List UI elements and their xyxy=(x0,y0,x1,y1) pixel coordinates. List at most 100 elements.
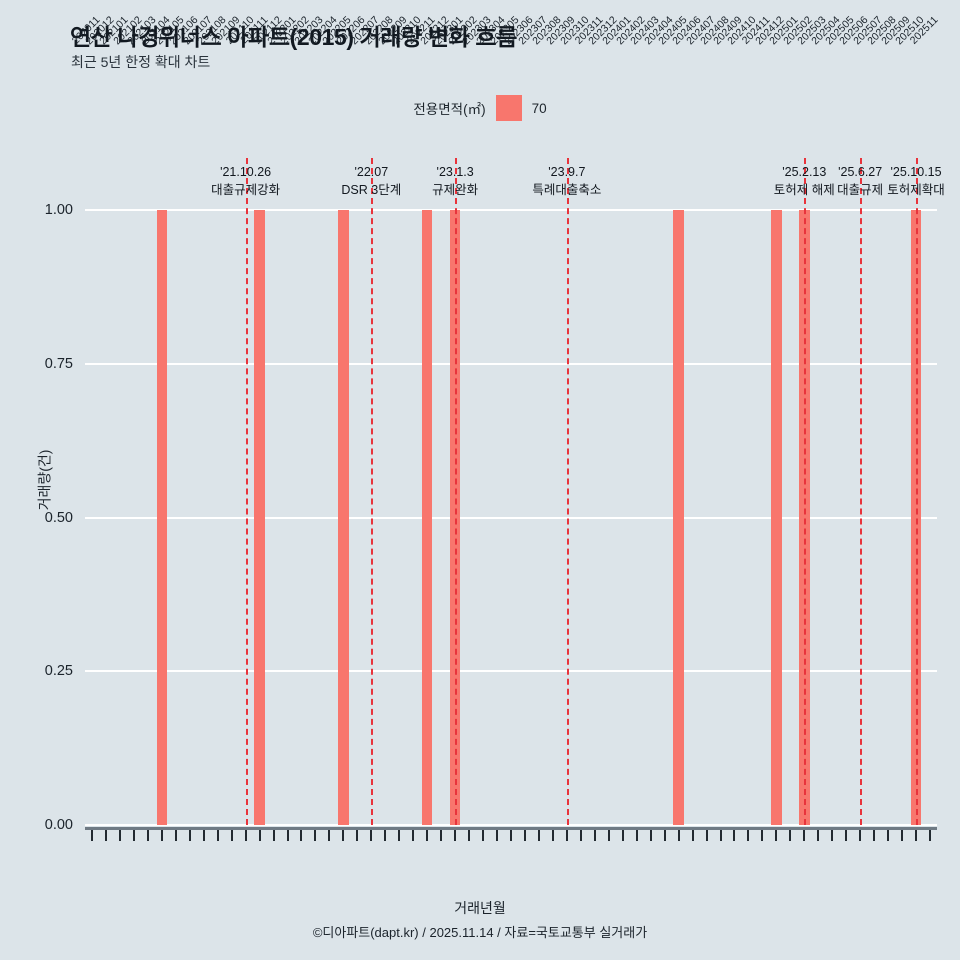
event-date-label: '25.6.27 xyxy=(838,165,883,179)
y-axis-tick-label: 0.50 xyxy=(44,509,73,526)
x-axis-tick-mark xyxy=(258,830,261,841)
x-axis-tick-mark xyxy=(90,830,93,841)
x-axis-tick-mark xyxy=(789,830,792,841)
x-axis-tick-mark xyxy=(859,830,862,841)
event-text-label: 토허제확대 xyxy=(887,183,945,198)
gridline xyxy=(85,670,937,673)
x-axis-tick-mark xyxy=(286,830,289,841)
x-axis-tick-mark xyxy=(216,830,219,841)
event-line xyxy=(455,158,458,825)
event-date-label: '25.2.13 xyxy=(782,165,827,179)
x-axis-label: 거래년월 xyxy=(454,900,506,916)
event-date-label: '22.07 xyxy=(354,165,389,179)
x-axis-tick-mark xyxy=(174,830,177,841)
gridline xyxy=(85,516,937,519)
x-axis-tick-mark xyxy=(244,830,247,841)
bar xyxy=(338,210,349,825)
event-text-label: DSR 3단계 xyxy=(341,183,402,198)
page-title: 연산 나경위너스 아파트(2015) 거래량 변화 흐름 xyxy=(70,24,517,50)
page-subtitle: 최근 5년 한정 확대 차트 xyxy=(71,54,211,70)
x-axis-tick-mark xyxy=(468,830,471,841)
x-axis-tick-mark xyxy=(761,830,764,841)
event-date-label: '23.1.3 xyxy=(436,165,474,179)
x-axis-tick-mark xyxy=(551,830,554,841)
event-text-label: 특례대출축소 xyxy=(532,183,602,198)
event-line xyxy=(860,158,863,825)
x-axis-tick-mark xyxy=(803,830,806,841)
event-line xyxy=(804,158,807,825)
bar xyxy=(254,210,265,825)
plot-area xyxy=(85,158,937,826)
x-axis-tick-mark xyxy=(635,830,638,841)
x-axis-tick-mark xyxy=(496,830,499,841)
event-text-label: 규제완화 xyxy=(432,183,479,198)
event-annotation: '23.1.3 규제완화 xyxy=(432,163,478,199)
x-axis-tick-mark xyxy=(314,830,317,841)
x-axis-tick-mark xyxy=(118,830,121,841)
x-axis-tick-mark xyxy=(202,830,205,841)
x-axis-tick-mark xyxy=(775,830,778,841)
event-text-label: 대출규제 xyxy=(837,183,884,198)
event-line xyxy=(371,158,374,825)
x-axis-tick-mark xyxy=(649,830,652,841)
x-axis-tick-mark xyxy=(817,830,820,841)
x-axis-tick-mark xyxy=(272,830,275,841)
x-axis-tick-mark xyxy=(565,830,568,841)
gridline xyxy=(85,362,937,365)
gridline xyxy=(85,824,937,826)
event-text-label: 대출규제강화 xyxy=(211,183,281,198)
x-axis-tick-mark xyxy=(384,830,387,841)
x-axis-tick-mark xyxy=(887,830,890,841)
gridline xyxy=(85,209,937,211)
x-axis-tick-mark xyxy=(663,830,666,841)
x-axis-tick-mark xyxy=(831,830,834,841)
x-axis-tick-mark xyxy=(342,830,345,841)
x-axis-tick-mark xyxy=(607,830,610,841)
x-axis-tick-mark xyxy=(719,830,722,841)
x-axis-tick-mark xyxy=(426,830,429,841)
x-axis-tick-mark xyxy=(132,830,135,841)
x-axis-tick-mark xyxy=(300,830,303,841)
x-axis-tick-mark xyxy=(482,830,485,841)
x-axis-tick-mark xyxy=(593,830,596,841)
y-axis-tick-label: 0.25 xyxy=(44,663,73,680)
x-axis-tick-mark xyxy=(370,830,373,841)
legend-color-swatch xyxy=(495,95,522,121)
event-annotation: '25.6.27 대출규제 xyxy=(837,163,883,199)
x-axis-tick-mark xyxy=(440,830,443,841)
x-axis-tick-mark xyxy=(412,830,415,841)
x-axis-tick-mark xyxy=(901,830,904,841)
x-axis-tick-mark xyxy=(705,830,708,841)
x-axis-tick-mark xyxy=(733,830,736,841)
x-axis-tick-mark xyxy=(621,830,624,841)
legend-entry-label: 70 xyxy=(531,100,547,116)
x-axis-tick-mark xyxy=(537,830,540,841)
chart-legend: 전용면적(㎡) 70 xyxy=(0,95,960,121)
bar xyxy=(421,210,433,825)
event-date-label: '25.10.15 xyxy=(890,165,942,179)
y-axis-tick-label: 0.75 xyxy=(44,355,73,372)
x-axis-tick-mark xyxy=(398,830,401,841)
x-axis-tick-mark xyxy=(160,830,163,841)
event-date-label: '21.10.26 xyxy=(220,165,272,179)
x-axis-tick-mark xyxy=(747,830,750,841)
event-line xyxy=(245,158,248,825)
event-annotation: '25.2.13 토허제 해제 xyxy=(774,163,835,199)
x-axis-tick-mark xyxy=(454,830,457,841)
x-axis-tick-mark xyxy=(523,830,526,841)
event-line xyxy=(916,158,919,825)
y-axis-tick-label: 0.00 xyxy=(44,817,73,833)
event-date-label: '23.9.7 xyxy=(548,165,586,179)
y-axis-tick-label: 1.00 xyxy=(44,202,73,218)
x-axis-tick-mark xyxy=(230,830,233,841)
x-axis-tick-mark xyxy=(691,830,694,841)
bar xyxy=(673,210,684,825)
event-text-label: 토허제 해제 xyxy=(773,183,835,198)
x-axis-tick-mark xyxy=(510,830,512,841)
y-axis-label: 거래량(건) xyxy=(36,449,53,511)
x-axis-tick-mark xyxy=(579,830,582,841)
x-axis-tick-mark xyxy=(677,830,680,841)
x-axis-tick-mark xyxy=(915,830,918,841)
event-annotation: '25.10.15 토허제확대 xyxy=(887,163,945,199)
